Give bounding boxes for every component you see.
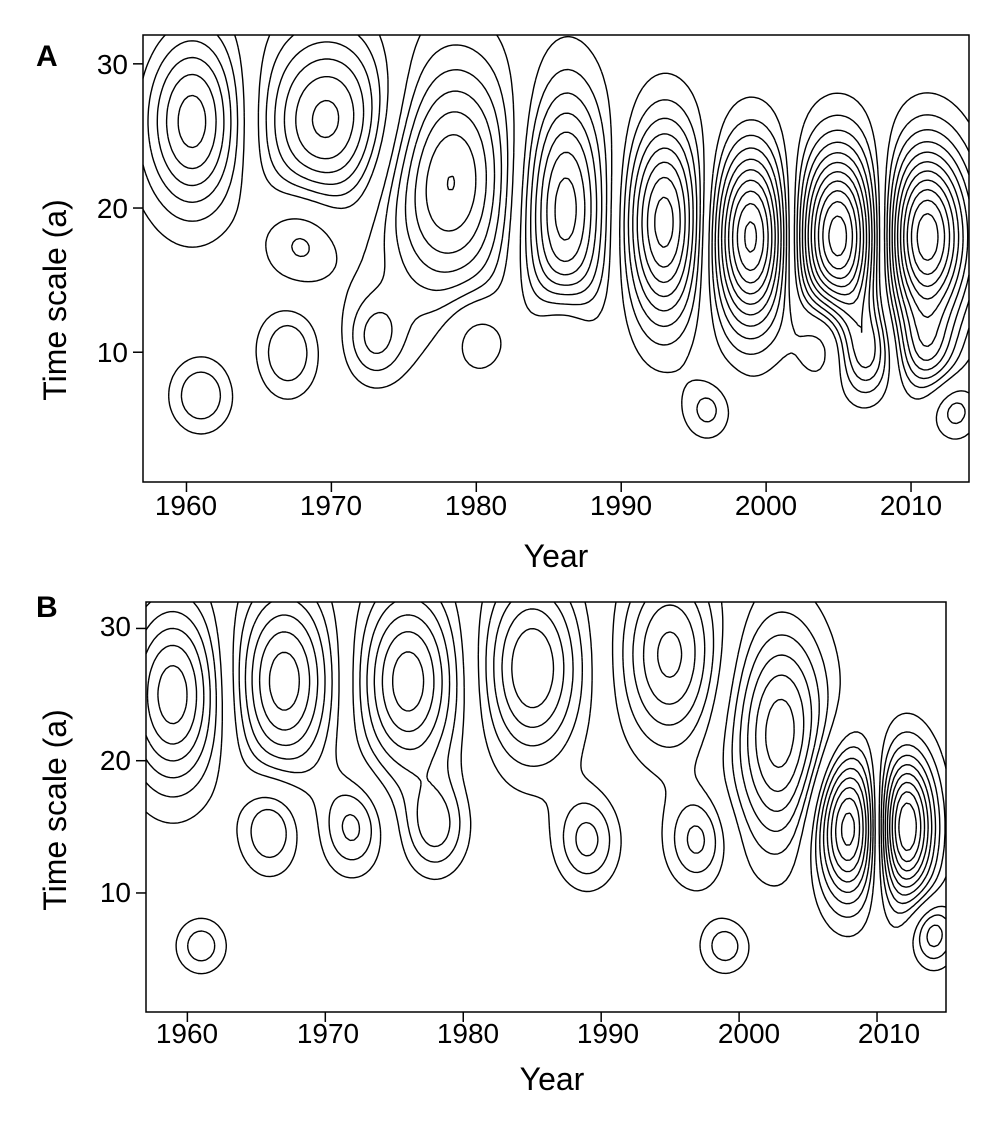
contour-line	[736, 188, 951, 288]
contour-line	[265, 34, 970, 389]
x-tick-label: 1960	[156, 1018, 218, 1049]
x-tick-label: 2000	[718, 1018, 780, 1049]
contour-line	[157, 651, 864, 873]
x-tick-label: 2010	[858, 1018, 920, 1049]
contour-line	[295, 76, 969, 361]
contour-line	[244, 601, 941, 905]
y-tick-label: 20	[97, 193, 128, 224]
contour-line	[835, 797, 861, 861]
panel-b-contours	[145, 601, 947, 975]
contour-line	[268, 651, 929, 880]
x-tick-label: 1990	[577, 1018, 639, 1049]
contour-line	[147, 40, 882, 382]
contour-line	[145, 601, 947, 975]
contour-line	[177, 94, 868, 305]
contour-line	[251, 608, 937, 896]
panel-b: B 30 20 10 1960 1970 1980 1990 2000 2010…	[36, 591, 947, 1097]
x-tick-label: 2000	[735, 490, 797, 521]
contour-line	[894, 791, 922, 863]
contour-line	[898, 802, 917, 852]
contour-line	[142, 34, 966, 425]
y-tick-label: 30	[100, 611, 131, 642]
y-axis-title-b: Time scale (a)	[37, 709, 73, 911]
contour-line	[142, 34, 970, 440]
x-tick-label: 1980	[445, 490, 507, 521]
contour-line	[165, 73, 870, 333]
panel-label-b: B	[36, 591, 58, 624]
contour-line	[283, 58, 970, 371]
panel-a: A 30 20 10 1960 1970 1980 1990 2000 2010…	[36, 34, 970, 574]
x-tick-label: 1970	[300, 490, 362, 521]
contour-line	[446, 171, 865, 296]
contour-line	[274, 41, 970, 380]
y-tick-label: 30	[97, 49, 128, 80]
contour-line	[187, 601, 946, 962]
contour-line	[156, 56, 876, 369]
contour-line	[817, 190, 858, 280]
contour-line	[654, 180, 861, 288]
x-tick-label: 2010	[880, 490, 942, 521]
x-tick-label: 1970	[297, 1018, 359, 1049]
panel-b-x-ticks	[186, 1012, 878, 1022]
contour-line	[145, 604, 870, 893]
contour-line	[258, 628, 933, 888]
y-axis-title-a: Time scale (a)	[37, 199, 73, 401]
contour-line	[175, 601, 947, 975]
contour-line	[744, 199, 946, 276]
contour-line	[255, 34, 970, 400]
contour-line	[840, 812, 856, 846]
panel-b-y-ticks	[136, 627, 146, 894]
panel-a-y-ticks	[133, 63, 143, 353]
y-tick-label: 20	[100, 745, 131, 776]
x-tick-label: 1990	[590, 490, 652, 521]
contour-line	[891, 781, 926, 872]
panel-a-contours	[142, 34, 970, 440]
contour-line	[146, 631, 867, 883]
y-tick-label: 10	[100, 877, 131, 908]
contour-line	[311, 99, 964, 348]
x-tick-label: 1980	[437, 1018, 499, 1049]
panel-label-a: A	[36, 40, 58, 73]
x-tick-label: 1960	[155, 490, 217, 521]
contour-line	[554, 170, 960, 319]
x-axis-title-a: Year	[524, 538, 589, 574]
contour-line	[822, 200, 854, 270]
y-tick-label: 10	[97, 337, 128, 368]
contour-line	[145, 601, 947, 962]
contour-line	[731, 179, 955, 300]
panel-b-frame	[145, 601, 947, 1013]
panel-a-frame	[142, 34, 970, 483]
x-axis-title-b: Year	[520, 1061, 585, 1097]
contour-line	[828, 215, 848, 257]
contour-line	[916, 212, 939, 262]
contour-line	[145, 601, 943, 948]
panel-a-x-ticks	[185, 482, 912, 492]
